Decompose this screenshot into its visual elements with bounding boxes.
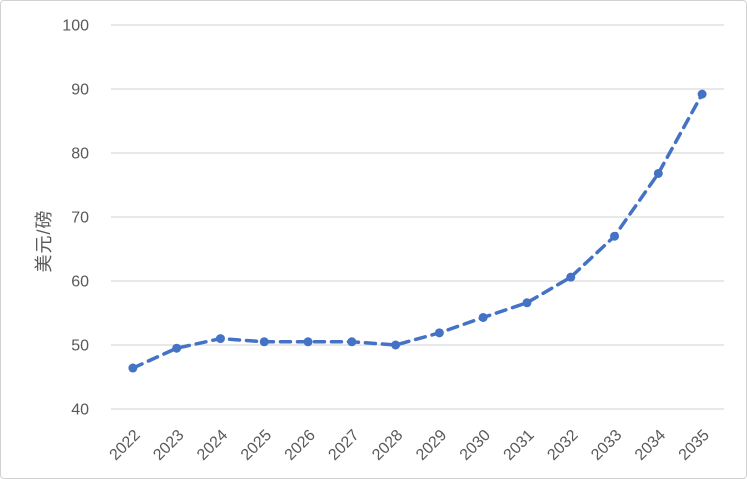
- data-point-marker: [566, 272, 576, 282]
- data-point-marker: [610, 231, 620, 241]
- data-point-marker: [391, 340, 401, 350]
- x-tick-label: 2029: [413, 427, 450, 464]
- y-tick-label: 90: [71, 82, 89, 99]
- x-tick-label: 2034: [632, 427, 669, 464]
- data-point-marker: [434, 328, 444, 338]
- x-tick-label: 2031: [501, 427, 538, 464]
- x-tick-label: 2027: [325, 427, 362, 464]
- x-tick-label: 2025: [238, 427, 275, 464]
- y-tick-label: 80: [71, 146, 89, 163]
- x-tick-label: 2033: [588, 427, 625, 464]
- data-point-marker: [697, 89, 707, 99]
- y-tick-label: 40: [71, 402, 89, 419]
- y-tick-label: 70: [71, 210, 89, 227]
- y-tick-label: 50: [71, 338, 89, 355]
- y-tick-label: 100: [62, 18, 89, 35]
- data-point-marker: [128, 363, 138, 373]
- y-axis-title: 美元/磅: [34, 209, 54, 273]
- x-tick-label: 2023: [150, 427, 187, 464]
- x-tick-label: 2022: [107, 427, 144, 464]
- data-point-marker: [478, 312, 488, 322]
- series-line: [131, 92, 704, 370]
- data-point-marker: [347, 337, 357, 347]
- data-point-marker: [522, 298, 532, 308]
- data-point-marker: [259, 337, 269, 347]
- x-tick-label: 2028: [369, 427, 406, 464]
- x-tick-label: 2024: [194, 427, 231, 464]
- x-tick-label: 2030: [457, 427, 494, 464]
- x-tick-label: 2035: [676, 427, 713, 464]
- data-point-marker: [172, 343, 182, 353]
- data-point-marker: [653, 168, 663, 178]
- x-tick-label: 2026: [282, 427, 319, 464]
- x-tick-label: 2032: [544, 427, 581, 464]
- y-tick-label: 60: [71, 274, 89, 291]
- data-point-marker: [215, 334, 225, 344]
- data-point-marker: [303, 337, 313, 347]
